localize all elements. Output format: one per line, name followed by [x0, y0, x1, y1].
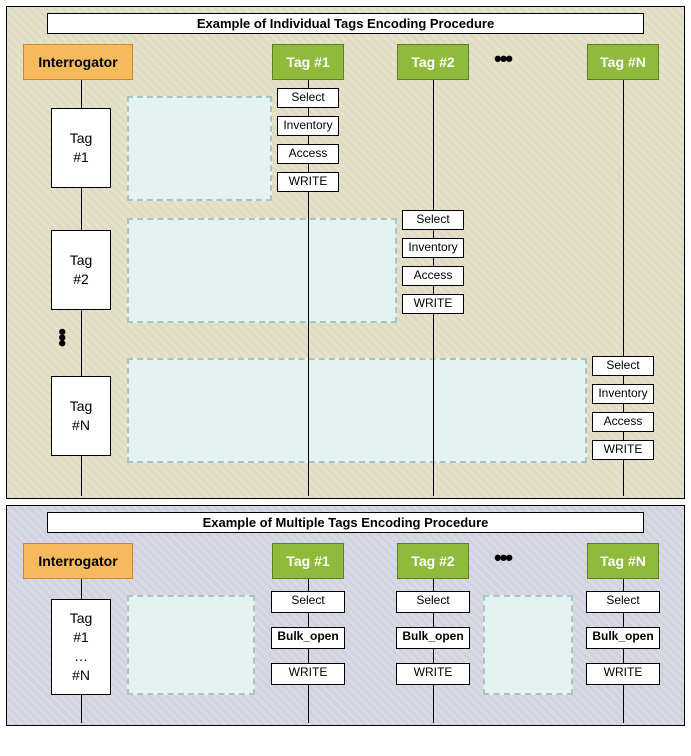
- side-box-2: Tag#2: [51, 230, 111, 310]
- tag-header-3: Tag #N: [587, 543, 659, 579]
- op-select-3: Select: [586, 591, 660, 613]
- op-write-3: WRITE: [592, 440, 654, 460]
- lifeline-tag-1: [308, 80, 309, 496]
- canvas-multiple: Interrogator Tag #1 Tag #2 Tag #N ••• Tag#1…#…: [7, 537, 684, 725]
- dash-region-3: [127, 358, 587, 463]
- op-write-2: WRITE: [402, 294, 464, 314]
- op-inventory-1: Inventory: [277, 116, 339, 136]
- lifeline-tag-3: [623, 80, 624, 496]
- op-select-3: Select: [592, 356, 654, 376]
- op-select-2: Select: [396, 591, 470, 613]
- tag-header-3: Tag #N: [587, 44, 659, 80]
- interrogator-node: Interrogator: [23, 543, 133, 579]
- side-box-3: Tag#N: [51, 376, 111, 456]
- ellipsis-header: •••: [494, 46, 511, 72]
- op-access-3: Access: [592, 412, 654, 432]
- ellipsis-header: •••: [494, 545, 511, 571]
- canvas-individual: Interrogator Tag #1 Tag #2 Tag #N ••• Tag#1 Ta…: [7, 38, 684, 498]
- op-write-3: WRITE: [586, 663, 660, 685]
- op-access-2: Access: [402, 266, 464, 286]
- op-bulk_open-1: Bulk_open: [271, 627, 345, 649]
- title-individual: Example of Individual Tags Encoding Proc…: [47, 13, 644, 34]
- title-multiple: Example of Multiple Tags Encoding Proced…: [47, 512, 644, 533]
- op-select-1: Select: [277, 88, 339, 108]
- op-inventory-3: Inventory: [592, 384, 654, 404]
- op-write-2: WRITE: [396, 663, 470, 685]
- dash-region-2: [127, 218, 397, 323]
- diagram-multiple: Example of Multiple Tags Encoding Proced…: [6, 505, 685, 726]
- side-box-combined: Tag#1…#N: [51, 599, 111, 695]
- tag-header-1: Tag #1: [272, 44, 344, 80]
- op-bulk_open-2: Bulk_open: [396, 627, 470, 649]
- diagram-individual: Example of Individual Tags Encoding Proc…: [6, 6, 685, 499]
- op-select-2: Select: [402, 210, 464, 230]
- tag-header-2: Tag #2: [397, 44, 469, 80]
- dash-region-1: [127, 595, 255, 695]
- tag-header-1: Tag #1: [272, 543, 344, 579]
- op-access-1: Access: [277, 144, 339, 164]
- tag-header-2: Tag #2: [397, 543, 469, 579]
- lifeline-tag-2: [433, 80, 434, 496]
- op-select-1: Select: [271, 591, 345, 613]
- dash-region-1: [127, 96, 272, 201]
- side-box-1: Tag#1: [51, 108, 111, 188]
- dash-region-2: [483, 595, 573, 695]
- op-inventory-2: Inventory: [402, 238, 464, 258]
- op-bulk_open-3: Bulk_open: [586, 627, 660, 649]
- ellipsis-side: •••: [49, 328, 75, 345]
- interrogator-node: Interrogator: [23, 44, 133, 80]
- op-write-1: WRITE: [271, 663, 345, 685]
- op-write-1: WRITE: [277, 172, 339, 192]
